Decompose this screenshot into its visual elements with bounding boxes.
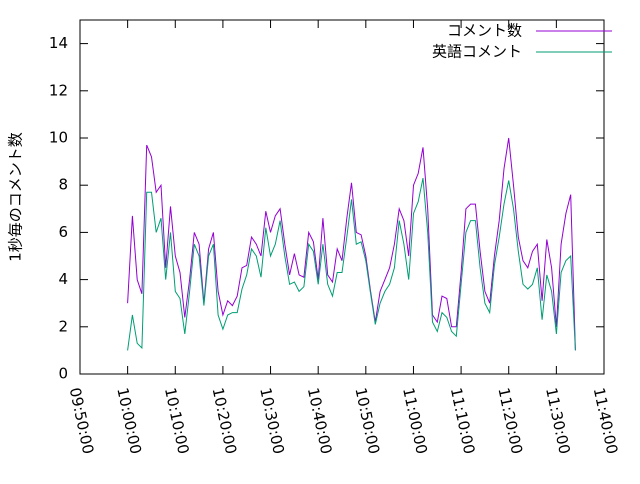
y-tick-label: 10 <box>49 129 68 147</box>
y-tick-label: 12 <box>49 81 68 99</box>
x-tick-label: 10:10:00 <box>161 386 193 456</box>
x-tick-label: 09:50:00 <box>66 386 98 456</box>
x-tick-label: 11:00:00 <box>399 386 431 456</box>
y-tick-label: 4 <box>58 270 68 288</box>
legend-label: コメント数 <box>447 22 522 40</box>
x-tick-label: 11:10:00 <box>447 386 479 456</box>
x-tick-label: 11:40:00 <box>590 386 622 456</box>
y-axis-label: 1秒毎のコメント数 <box>7 132 25 262</box>
x-tick-label: 10:50:00 <box>352 386 384 456</box>
legend-label: 英語コメント <box>432 43 522 61</box>
series-line <box>127 178 576 351</box>
y-tick-label: 14 <box>49 34 68 52</box>
y-tick-label: 6 <box>58 223 68 241</box>
series-line <box>127 137 576 351</box>
x-tick-label: 10:20:00 <box>209 386 241 456</box>
x-tick-label: 10:00:00 <box>113 386 145 456</box>
x-tick-label: 11:30:00 <box>542 386 574 456</box>
y-tick-label: 0 <box>58 365 68 383</box>
x-tick-label: 10:30:00 <box>256 386 288 456</box>
x-tick-label: 10:40:00 <box>304 386 336 456</box>
x-tick-label: 11:20:00 <box>494 386 526 456</box>
y-tick-label: 2 <box>58 317 68 335</box>
y-tick-label: 8 <box>58 176 68 194</box>
plot-frame <box>79 19 605 375</box>
